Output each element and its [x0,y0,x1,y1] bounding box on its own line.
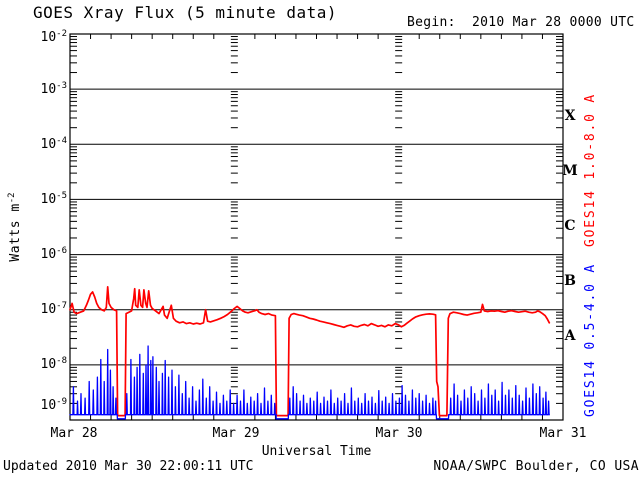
y-tick-label-1e-8: 10-8 [40,356,68,372]
y-tick-label-1e-5: 10-5 [40,191,68,207]
y-tick-label-1e-2: 10-2 [40,29,68,45]
updated-timestamp: Updated 2010 Mar 30 22:00:11 UTC [3,459,254,474]
y-tick-label-1e-6: 10-6 [40,246,68,262]
y-tick-label-1e-7: 10-7 [40,301,68,317]
begin-timestamp: Begin: 2010 Mar 28 0000 UTC [407,15,635,30]
x-tick-label-mar29: Mar 29 [212,426,260,441]
x-tick-label-mar28: Mar 28 [50,426,98,441]
attribution: NOAA/SWPC Boulder, CO USA [433,459,639,474]
y-tick-label-1e-4: 10-4 [40,136,68,152]
y-axis-title: Watts m-2 [7,192,23,262]
grid [70,34,563,420]
chart-title: GOES Xray Flux (5 minute data) [33,3,337,22]
flare-class-m: M [562,163,578,179]
plot-frame [69,33,564,421]
x-axis-title: Universal Time [261,444,372,459]
y-tick-label-1e-9: 10-9 [40,397,68,413]
flare-class-c: C [564,218,576,234]
legend-long-wavelength: GOES14 1.0-8.0 A [583,92,598,248]
series-long-1-8A [69,285,551,417]
flare-class-x: X [564,108,576,124]
y-tick-label-1e-3: 10-3 [40,81,68,97]
legend-short-wavelength: GOES14 0.5-4.0 A [583,262,598,418]
series-short-05-4A [69,345,550,420]
x-tick-label-mar30: Mar 30 [375,426,423,441]
flare-class-a: A [564,328,576,344]
x-tick-label-mar31: Mar 31 [539,426,587,441]
flare-class-b: B [564,273,576,289]
